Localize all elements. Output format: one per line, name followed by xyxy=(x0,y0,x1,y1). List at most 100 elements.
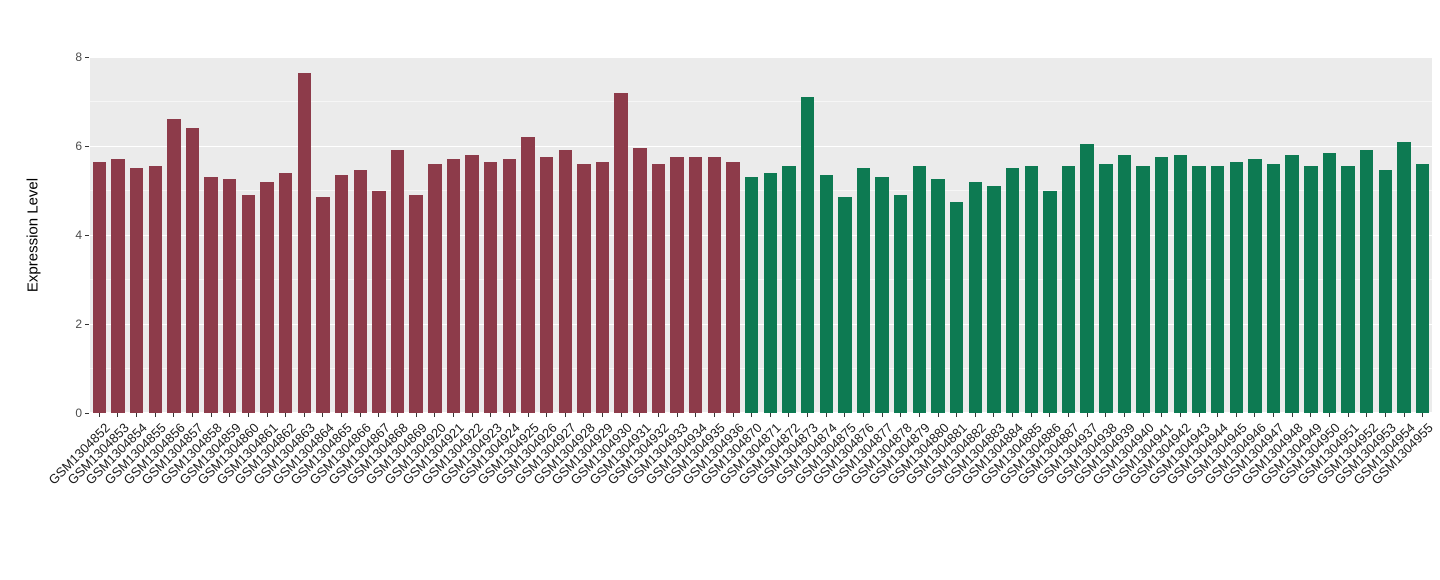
bar xyxy=(800,97,815,413)
x-tick-mark xyxy=(1403,413,1405,417)
x-tick-mark xyxy=(1012,413,1014,417)
bar xyxy=(782,166,796,413)
x-tick-mark xyxy=(1198,413,1200,417)
x-tick-mark xyxy=(415,413,417,417)
x-tick-mark xyxy=(564,413,566,417)
bar xyxy=(633,148,647,413)
x-tick-mark xyxy=(1328,413,1330,417)
x-tick-mark xyxy=(751,413,753,417)
bar xyxy=(129,168,144,413)
x-tick-mark xyxy=(210,413,212,417)
x-tick-mark xyxy=(1347,413,1349,417)
x-tick-mark xyxy=(434,413,436,417)
x-tick-mark xyxy=(863,413,864,417)
bar xyxy=(148,166,162,413)
x-tick-mark xyxy=(397,413,399,417)
x-tick-mark xyxy=(732,413,734,417)
x-tick-mark xyxy=(1086,413,1088,417)
x-tick-mark xyxy=(1291,413,1293,417)
bar xyxy=(521,137,535,413)
bar xyxy=(595,161,610,413)
x-tick-mark xyxy=(490,413,492,417)
x-tick-mark xyxy=(1068,413,1070,417)
x-tick-mark xyxy=(993,413,995,417)
x-tick-mark xyxy=(322,413,324,417)
bar xyxy=(1397,141,1411,413)
x-tick-mark xyxy=(247,413,249,417)
gridline-major xyxy=(90,145,1432,147)
gridline-minor xyxy=(90,189,1432,191)
bar xyxy=(1415,163,1430,413)
x-tick-mark xyxy=(452,413,454,417)
y-tick-mark xyxy=(85,234,89,236)
bar xyxy=(278,172,293,413)
bar xyxy=(1155,157,1169,413)
bar xyxy=(297,72,312,413)
x-tick-mark xyxy=(471,413,473,417)
x-tick-mark xyxy=(154,413,156,417)
x-tick-mark xyxy=(1273,413,1275,417)
x-tick-mark xyxy=(1217,413,1219,417)
bar xyxy=(949,201,964,413)
bar xyxy=(707,157,722,413)
bar xyxy=(241,194,256,413)
bar xyxy=(539,157,554,413)
x-tick-mark xyxy=(266,413,268,417)
bar xyxy=(484,161,498,413)
bar xyxy=(372,190,386,413)
bar xyxy=(465,154,479,413)
x-tick-mark xyxy=(825,413,827,417)
y-tick-mark xyxy=(85,323,89,325)
y-tick-mark xyxy=(85,145,89,147)
y-tick-label: 0 xyxy=(75,406,82,420)
bar xyxy=(1304,166,1318,413)
bar xyxy=(987,186,1001,413)
x-tick-mark xyxy=(136,413,138,417)
bar xyxy=(502,159,517,413)
x-tick-mark xyxy=(303,413,305,417)
bar xyxy=(446,159,461,413)
x-tick-mark xyxy=(788,413,790,417)
x-tick-mark xyxy=(98,413,100,417)
bar xyxy=(223,179,237,413)
bar xyxy=(260,181,274,413)
x-tick-mark xyxy=(900,413,902,417)
x-tick-mark xyxy=(657,413,659,417)
bar xyxy=(894,194,908,413)
gridline-minor xyxy=(90,367,1432,369)
x-tick-mark xyxy=(359,413,361,417)
x-tick-mark xyxy=(918,413,920,417)
x-tick-mark xyxy=(695,413,697,417)
y-tick-mark xyxy=(85,56,89,58)
bar xyxy=(875,177,889,413)
y-axis-title: Expression Level xyxy=(24,177,42,293)
x-tick-mark xyxy=(508,413,510,417)
bar xyxy=(204,177,218,413)
bar xyxy=(1266,163,1281,413)
x-tick-mark xyxy=(1030,413,1032,417)
gridline-minor xyxy=(90,278,1432,280)
x-tick-mark xyxy=(620,413,622,417)
x-tick-mark xyxy=(1366,413,1368,417)
x-tick-mark xyxy=(583,413,585,417)
bar xyxy=(1192,166,1206,413)
bar xyxy=(185,128,200,413)
x-tick-mark xyxy=(639,413,641,417)
bar xyxy=(353,170,367,413)
gridline-minor xyxy=(90,100,1432,102)
bar xyxy=(1043,190,1057,413)
bar xyxy=(428,163,442,413)
x-tick-mark xyxy=(1310,413,1312,417)
bar xyxy=(1080,143,1094,413)
y-tick-mark xyxy=(85,412,89,414)
x-tick-mark xyxy=(602,413,604,417)
x-tick-mark xyxy=(378,413,380,417)
bar xyxy=(1117,154,1132,413)
x-tick-mark xyxy=(937,413,939,417)
bar xyxy=(409,194,423,413)
bar xyxy=(1136,166,1150,413)
x-tick-mark xyxy=(676,413,678,417)
bar xyxy=(651,163,666,413)
bar xyxy=(1248,159,1262,413)
bar xyxy=(763,172,778,413)
